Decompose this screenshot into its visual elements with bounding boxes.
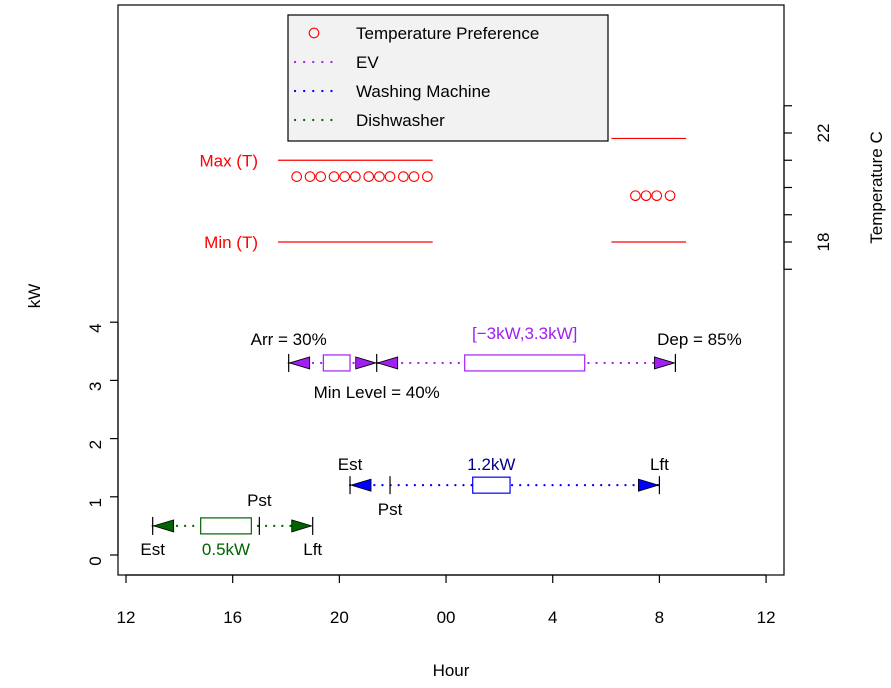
temp-preference-point bbox=[664, 190, 676, 202]
dishwasher-est-arrow bbox=[152, 519, 175, 533]
x-tick-label: 8 bbox=[655, 608, 664, 627]
appliance-layer: Arr = 30% Dep = 85% Min Level = 40% [−3kW,3… bbox=[140, 324, 741, 559]
temp-preference-point bbox=[339, 171, 351, 182]
y2-tick-label: 22 bbox=[814, 124, 833, 143]
washer-power-box bbox=[472, 476, 511, 494]
washer-pst-label: Pst bbox=[378, 500, 403, 519]
legend-box bbox=[287, 14, 609, 142]
x-tick-label: 12 bbox=[117, 608, 136, 627]
temp-preference-point bbox=[363, 171, 375, 182]
temp-preference-point bbox=[398, 171, 409, 182]
temp-preference-point bbox=[408, 171, 420, 182]
legend-label: Washing Machine bbox=[356, 82, 491, 101]
legend-label: Dishwasher bbox=[356, 111, 445, 130]
ev-power-box bbox=[322, 354, 351, 372]
temp-preference-point bbox=[640, 190, 652, 202]
ev-range-label: [−3kW,3.3kW] bbox=[472, 324, 577, 343]
temp-preference-point bbox=[422, 171, 433, 182]
ev-range-box bbox=[464, 354, 586, 372]
temperature-layer: Max (T) Min (T) bbox=[199, 137, 687, 252]
washer-lft-arrow bbox=[638, 478, 660, 492]
x-tick-label: 4 bbox=[548, 608, 557, 627]
washer-lft-label: Lft bbox=[650, 455, 669, 474]
dishwasher-lft-arrow bbox=[291, 519, 314, 533]
temp-preference-point bbox=[651, 190, 663, 202]
y-tick-label: 3 bbox=[86, 382, 105, 391]
temp-preference-point bbox=[384, 171, 396, 182]
washer-est-label: Est bbox=[338, 455, 363, 474]
temp-preference-point bbox=[291, 171, 303, 182]
legend: Temperature Preference EV Washing Machine D… bbox=[287, 14, 609, 142]
x-tick-label: 16 bbox=[223, 608, 242, 627]
dishwasher-lft-label: Lft bbox=[303, 540, 322, 559]
x-tick-label: 00 bbox=[437, 608, 456, 627]
legend-label: Temperature Preference bbox=[356, 24, 539, 43]
ev-min-level-arrow-in bbox=[355, 356, 378, 370]
y2-tick-label: 18 bbox=[814, 233, 833, 252]
temp-preference-point bbox=[374, 171, 385, 182]
y-axis-label: kW bbox=[25, 284, 44, 309]
y2-axis-label: Temperature C bbox=[867, 131, 886, 243]
y-tick-label: 4 bbox=[86, 323, 105, 332]
ev-min-level-arrow-out bbox=[376, 356, 399, 370]
temp-preference-point bbox=[315, 171, 327, 182]
dishwasher-power-label: 0.5kW bbox=[202, 540, 250, 559]
ev-arrival-arrow bbox=[288, 356, 311, 370]
washer-est-arrow bbox=[349, 478, 372, 492]
washer-power-label: 1.2kW bbox=[467, 455, 515, 474]
dishwasher-est-label: Est bbox=[140, 540, 165, 559]
ev-min-level-label: Min Level = 40% bbox=[314, 383, 440, 402]
temp-preference-point bbox=[350, 171, 361, 182]
temp-preference-point bbox=[328, 171, 340, 182]
x-tick-label: 20 bbox=[330, 608, 349, 627]
temp-preference-point bbox=[630, 190, 641, 202]
dishwasher-power-box bbox=[200, 517, 252, 535]
min-temp-label: Min (T) bbox=[204, 233, 258, 252]
max-temp-label: Max (T) bbox=[199, 151, 258, 170]
legend-symbol bbox=[308, 27, 320, 39]
y-tick-label: 2 bbox=[86, 440, 105, 449]
ev-departure-arrow bbox=[654, 356, 676, 370]
ev-departure-label: Dep = 85% bbox=[657, 330, 742, 349]
dishwasher-pst-label: Pst bbox=[247, 491, 272, 510]
temp-preference-point bbox=[304, 171, 316, 182]
y-tick-label: 0 bbox=[86, 556, 105, 565]
x-axis-label: Hour bbox=[433, 661, 470, 680]
y-tick-label: 1 bbox=[86, 498, 105, 507]
legend-label: EV bbox=[356, 53, 379, 72]
x-tick-label: 12 bbox=[757, 608, 776, 627]
ev-arrival-label: Arr = 30% bbox=[251, 330, 327, 349]
